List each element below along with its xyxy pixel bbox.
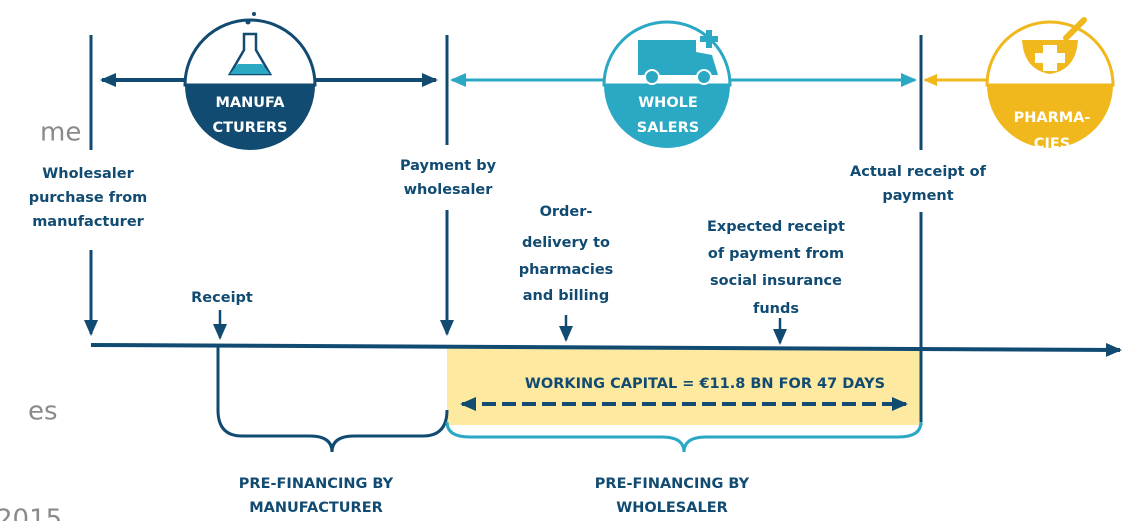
event-label: Order-	[540, 204, 593, 220]
event-label: pharmacies	[519, 262, 614, 278]
stage-label: SALERS	[637, 120, 699, 136]
side-text: 2015	[0, 505, 62, 521]
labels: me es 2015 MANUFA CTURERS WHOLE SALERS PHARMA- C…	[0, 95, 1090, 521]
event-label: delivery to	[522, 235, 610, 251]
event-label: Expected receipt	[707, 219, 845, 235]
prefinancing-label: MANUFACTURER	[249, 500, 383, 516]
stage-label: MANUFA	[215, 95, 285, 111]
layout	[84, 12, 1122, 453]
event-label: Receipt	[191, 290, 253, 306]
event-label: payment	[882, 188, 953, 204]
event-label: manufacturer	[32, 214, 144, 230]
stage-label: CIES	[1034, 136, 1070, 152]
stage-label: CTURERS	[213, 120, 288, 136]
event-label: wholesaler	[404, 182, 494, 198]
event-label: Actual receipt of	[850, 164, 987, 180]
stage-label: WHOLE	[638, 95, 698, 111]
event-label: of payment from	[708, 246, 844, 262]
event-label: and billing	[523, 288, 610, 304]
event-label: Wholesaler	[42, 166, 134, 182]
side-text: me	[40, 118, 81, 148]
prefinancing-label: WHOLESALER	[616, 500, 728, 516]
stage-label: PHARMA-	[1014, 110, 1091, 126]
event-label: social insurance	[710, 273, 842, 289]
working-capital: WORKING CAPITAL = €11.8 BN FOR 47 DAYS	[525, 376, 885, 392]
side-text: es	[28, 397, 58, 427]
event-label: purchase from	[29, 190, 148, 206]
prefinancing-label: PRE-FINANCING BY	[595, 476, 750, 492]
event-label: funds	[753, 301, 799, 317]
prefinancing-label: PRE-FINANCING BY	[239, 476, 394, 492]
event-label: Payment by	[400, 158, 497, 174]
